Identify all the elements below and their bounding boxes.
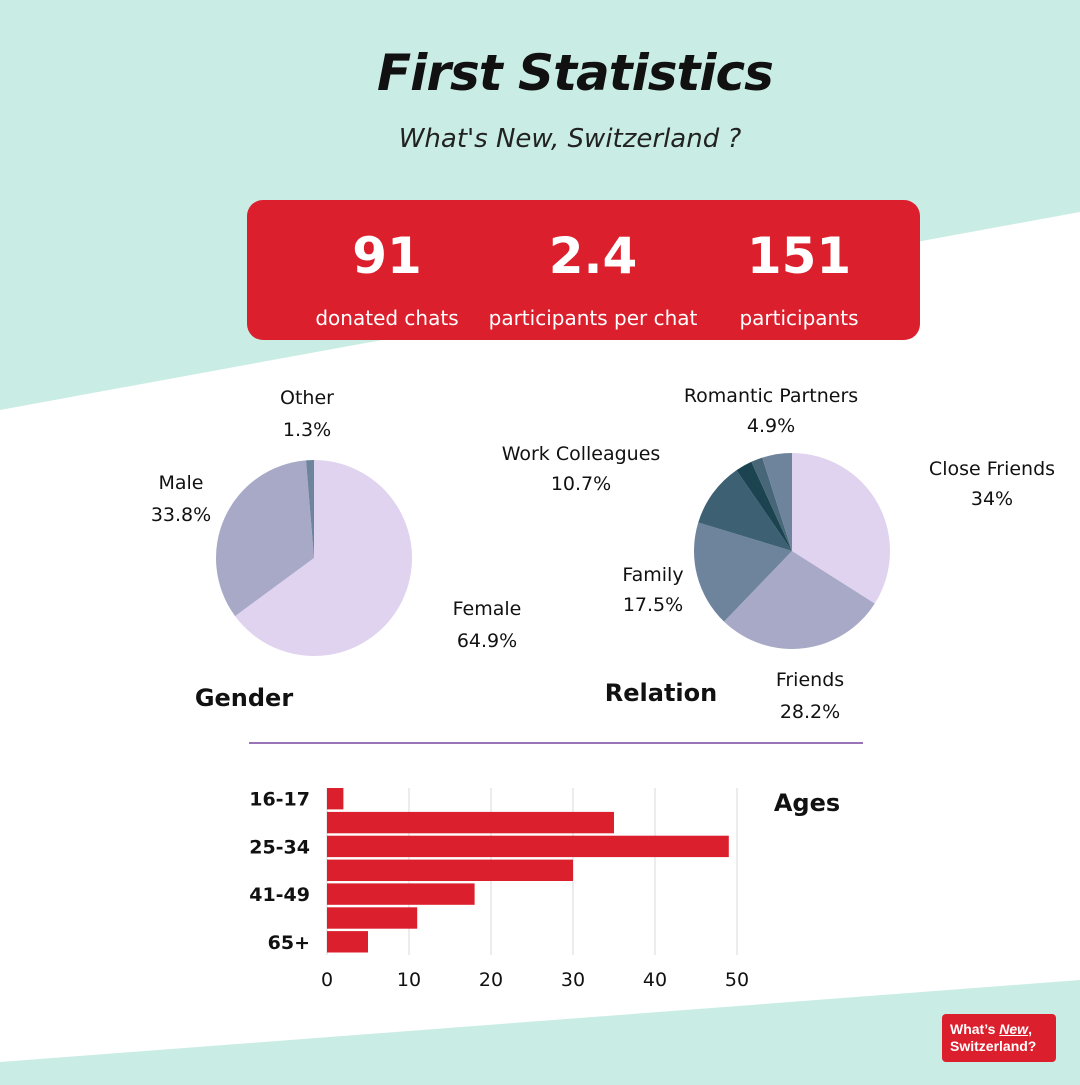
gender-slice-male [216, 460, 314, 617]
stat-label: donated chats [315, 306, 459, 330]
relation-slice-segment-4 [736, 461, 792, 551]
relation-label-friends-value: 28.2% [780, 701, 840, 723]
ages-chart-title: Ages [774, 789, 840, 817]
relation-label-family-value: 17.5% [623, 594, 683, 616]
y-category-label: 65+ [268, 932, 310, 954]
x-tick-label: 20 [479, 969, 503, 991]
relation-label-work-value: 10.7% [551, 473, 611, 495]
relation-label-family-name: Family [622, 564, 683, 586]
relation-pie-chart [693, 453, 890, 649]
x-tick-label: 10 [397, 969, 421, 991]
bar-41-49 [327, 883, 475, 905]
x-tick-label: 40 [643, 969, 667, 991]
ages-bar-chart: 0 10 20 30 40 50 16-17 25-34 41-49 65+ [249, 788, 749, 991]
y-category-label: 25-34 [249, 836, 310, 858]
gender-slice-other [306, 460, 314, 558]
brand-logo: What’s New, Switzerland? [942, 1014, 1056, 1062]
logo-text-comma: , [1028, 1021, 1032, 1037]
mint-band-bottom [0, 980, 1080, 1085]
x-tick-label: 50 [725, 969, 749, 991]
gender-slice-female [235, 460, 413, 656]
gender-label-other-value: 1.3% [283, 419, 331, 441]
logo-text: What’s [950, 1021, 1000, 1037]
relation-label-close-friends-value: 34% [971, 488, 1013, 510]
bar-16-17 [327, 788, 344, 810]
relation-label-close-friends-name: Close Friends [929, 458, 1055, 480]
x-tick-label: 30 [561, 969, 585, 991]
stat-donated-chats: 91 donated chats [297, 200, 477, 330]
page-title: First Statistics [377, 44, 774, 102]
stat-value: 91 [352, 227, 422, 285]
gender-label-female-value: 64.9% [457, 630, 517, 652]
bar-25-34 [327, 835, 729, 858]
logo-line-2: Switzerland? [950, 1038, 1037, 1054]
relation-slice-segment-5 [751, 457, 792, 551]
relation-slice-close-friends [792, 453, 890, 604]
relation-label-romantic-value: 4.9% [747, 415, 795, 437]
gender-chart-title: Gender [195, 684, 294, 712]
relation-slice-work-colleagues [698, 470, 792, 551]
stat-participants-per-chat: 2.4 participants per chat [487, 200, 699, 330]
relation-slice-romantic-partners [762, 453, 792, 551]
logo-text-new: New [999, 1021, 1029, 1037]
gender-label-other-name: Other [280, 387, 334, 409]
stats-panel: 91 donated chats 2.4 participants per ch… [247, 200, 920, 340]
gender-label-female-name: Female [453, 598, 522, 620]
page-subtitle: What's New, Switzerland ? [398, 124, 742, 154]
y-category-label: 16-17 [249, 789, 310, 811]
x-tick-label: 0 [321, 969, 333, 991]
relation-label-friends-name: Friends [776, 669, 844, 691]
bar-50-64 [327, 907, 418, 929]
stat-label: participants [739, 306, 859, 330]
stat-label: participants per chat [488, 306, 698, 330]
stat-value: 151 [746, 227, 852, 285]
relation-label-work-name: Work Colleagues [502, 443, 661, 465]
relation-label-romantic-name: Romantic Partners [684, 385, 858, 407]
gender-label-male-value: 33.8% [151, 504, 211, 526]
gender-pie-chart [216, 460, 413, 656]
stat-participants: 151 participants [709, 200, 889, 330]
bar-35-40 [327, 859, 573, 881]
gender-label-male-name: Male [158, 472, 203, 494]
logo-line-1: What’s New, [950, 1021, 1056, 1038]
bar-18-24 [327, 811, 614, 834]
stat-value: 2.4 [548, 227, 638, 285]
y-category-label: 41-49 [249, 884, 310, 906]
relation-slice-family [693, 522, 792, 622]
relation-chart-title: Relation [605, 679, 717, 707]
bar-65+ [327, 931, 368, 953]
relation-slice-friends [724, 551, 875, 649]
